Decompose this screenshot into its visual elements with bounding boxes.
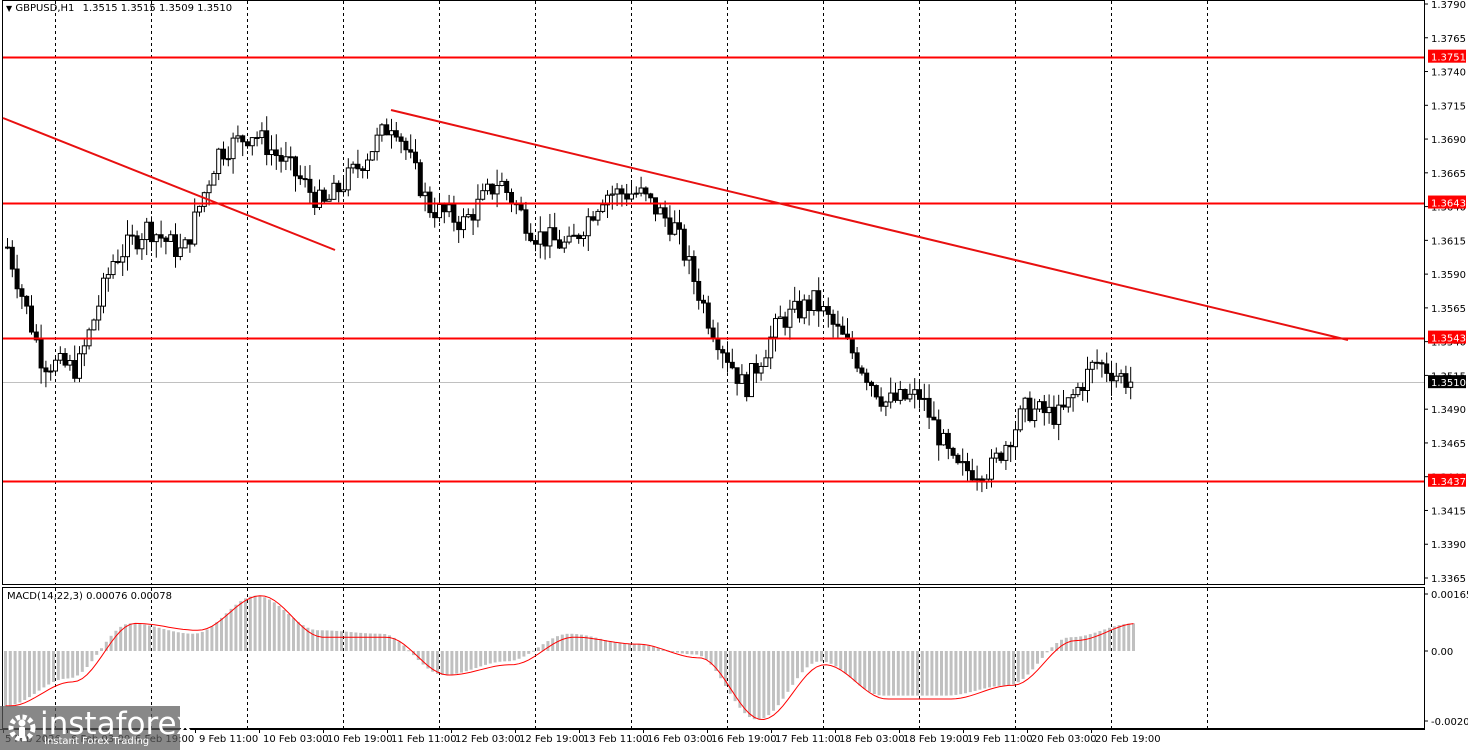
macd-header: MACD(14,22,3) 0.00076 0.00078 (7, 591, 173, 602)
svg-text:1.3765: 1.3765 (1431, 34, 1466, 45)
svg-text:1.3490: 1.3490 (1431, 405, 1466, 416)
instaforex-watermark: instaforex Instant Forex Trading (0, 706, 194, 750)
svg-text:11 Feb 11:00: 11 Feb 11:00 (391, 734, 457, 745)
svg-text:10 Feb 19:00: 10 Feb 19:00 (327, 734, 393, 745)
svg-text:0.00: 0.00 (1431, 647, 1453, 658)
svg-text:1.3510: 1.3510 (1431, 378, 1466, 389)
svg-text:1.3615: 1.3615 (1431, 236, 1466, 247)
svg-text:16 Feb 03:00: 16 Feb 03:00 (647, 734, 713, 745)
svg-text:1.3365: 1.3365 (1431, 574, 1466, 585)
svg-text:18 Feb 03:00: 18 Feb 03:00 (839, 734, 905, 745)
svg-text:16 Feb 19:00: 16 Feb 19:00 (711, 734, 777, 745)
chart-header: ▼ GBPUSD,H1 1.3515 1.3515 1.3509 1.3510 (6, 3, 232, 14)
svg-text:19 Feb 11:00: 19 Feb 11:00 (967, 734, 1033, 745)
price-axis: 1.3790 1.3765 1.3740 1.3715 1.3690 1.3665 1.36… (1424, 0, 1466, 585)
svg-text:18 Feb 19:00: 18 Feb 19:00 (903, 734, 969, 745)
macd-pane-frame (2, 587, 1425, 729)
svg-text:1.3437: 1.3437 (1431, 477, 1466, 488)
svg-text:1.3665: 1.3665 (1431, 169, 1466, 180)
macd-histogram (4, 595, 1135, 721)
svg-text:10 Feb 03:00: 10 Feb 03:00 (263, 734, 329, 745)
symbol-label: GBPUSD,H1 (15, 3, 75, 14)
candlesticks (5, 116, 1134, 493)
svg-text:1.3751: 1.3751 (1431, 53, 1466, 64)
macd-axis: 0.00165 0.00 -0.00204 (1424, 590, 1468, 728)
time-axis: 5 Feb 20266 Feb 03:006 Feb 19:009 Feb 11… (0, 729, 1425, 745)
horizontal-levels[interactable] (3, 56, 1424, 483)
svg-text:-0.00204: -0.00204 (1431, 717, 1468, 728)
svg-text:1.3465: 1.3465 (1431, 439, 1466, 450)
gear-person-icon (8, 714, 36, 742)
svg-text:1.3715: 1.3715 (1431, 101, 1466, 112)
svg-text:0.00165: 0.00165 (1431, 590, 1468, 601)
svg-text:1.3415: 1.3415 (1431, 506, 1466, 517)
svg-text:1.3590: 1.3590 (1431, 270, 1466, 281)
triangle-down-icon[interactable]: ▼ (6, 4, 13, 13)
main-pane-frame (2, 0, 1425, 585)
svg-text:20 Feb 03:00: 20 Feb 03:00 (1031, 734, 1097, 745)
vertical-grid (55, 1, 1208, 728)
watermark-tagline: Instant Forex Trading (44, 736, 150, 747)
svg-text:13 Feb 11:00: 13 Feb 11:00 (583, 734, 649, 745)
svg-text:20 Feb 19:00: 20 Feb 19:00 (1095, 734, 1161, 745)
svg-text:1.3643: 1.3643 (1431, 199, 1466, 210)
svg-text:1.3790: 1.3790 (1431, 0, 1466, 11)
ohlc-values: 1.3515 1.3515 1.3509 1.3510 (82, 3, 233, 14)
svg-text:12 Feb 03:00: 12 Feb 03:00 (455, 734, 521, 745)
svg-text:1.3543: 1.3543 (1431, 334, 1466, 345)
svg-text:1.3740: 1.3740 (1431, 68, 1466, 79)
svg-text:1.3390: 1.3390 (1431, 540, 1466, 551)
watermark-brand: instaforex (40, 706, 195, 742)
svg-text:1.3690: 1.3690 (1431, 135, 1466, 146)
svg-text:1.3565: 1.3565 (1431, 304, 1466, 315)
svg-text:9 Feb 11:00: 9 Feb 11:00 (199, 734, 258, 745)
trend-lines[interactable] (2, 109, 1349, 341)
svg-text:17 Feb 11:00: 17 Feb 11:00 (775, 734, 841, 745)
svg-text:12 Feb 19:00: 12 Feb 19:00 (519, 734, 585, 745)
